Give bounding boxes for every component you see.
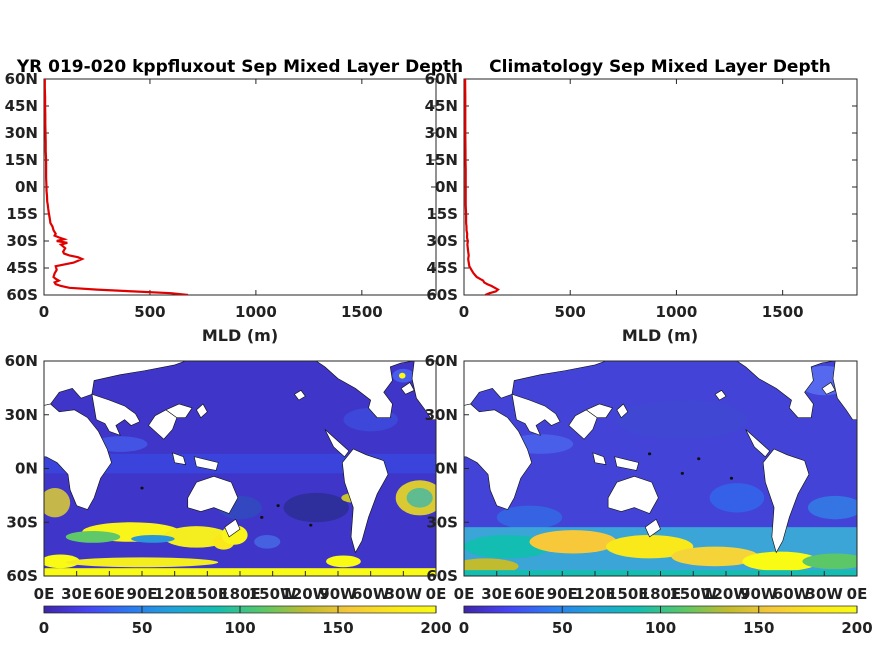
line-panel-left: YR 019-020 kppfluxout Sep Mixed Layer De… <box>5 57 464 345</box>
x-tick-label: 30W <box>806 585 844 603</box>
x-tick-label: 1500 <box>762 303 804 321</box>
x-tick-label: 150E <box>187 585 229 603</box>
right-line-xlabel: MLD (m) <box>622 326 698 345</box>
y-tick-label: 30S <box>6 513 38 531</box>
y-tick-label: 30N <box>425 406 458 424</box>
x-tick-label: 120W <box>702 585 750 603</box>
left-line-x-ticks: 0 500 1000 1500 <box>39 79 383 321</box>
y-tick-label: 30S <box>6 232 38 250</box>
x-tick-label: 30E <box>481 585 512 603</box>
y-tick-label: 45S <box>426 259 458 277</box>
y-tick-label: 45S <box>6 259 38 277</box>
x-tick-label: 150E <box>607 585 649 603</box>
x-tick-label: 1000 <box>656 303 698 321</box>
y-tick-label: 60S <box>426 567 458 585</box>
left-map-field <box>44 361 436 576</box>
y-tick-label: 60S <box>6 567 38 585</box>
x-tick-label: 0E <box>847 585 868 603</box>
y-tick-label: 60N <box>425 352 458 370</box>
x-tick-label: 180E <box>219 585 261 603</box>
x-tick-label: 90E <box>547 585 578 603</box>
right-line-axes <box>463 78 858 296</box>
y-tick-label: 0N <box>435 460 458 478</box>
right-map-field <box>464 361 857 576</box>
left-colorbar-ticks: 0 50 100 150 200 <box>39 606 452 637</box>
x-tick-label: 0 <box>459 303 469 321</box>
y-tick-label: 30N <box>425 124 458 142</box>
colorbar-tick-label: 150 <box>743 619 774 637</box>
y-tick-label: 45N <box>5 97 38 115</box>
y-tick-label: 0N <box>15 178 38 196</box>
x-tick-label: 30W <box>385 585 423 603</box>
colorbar-tick-label: 200 <box>420 619 451 637</box>
x-tick-label: 90W <box>740 585 778 603</box>
y-tick-label: 30N <box>5 124 38 142</box>
left-map-x-ticks: 0E 30E 60E 90E120E150E180E150W120W90W60W30W… <box>34 571 447 603</box>
x-tick-label: 0E <box>454 585 475 603</box>
x-tick-label: 150W <box>249 585 297 603</box>
y-tick-label: 45N <box>425 97 458 115</box>
y-tick-label: 60S <box>426 286 458 304</box>
colorbar-tick-label: 150 <box>322 619 353 637</box>
x-tick-label: 500 <box>134 303 165 321</box>
left-line-y-ticks: 60S 45S 30S 15S 0N 15N 30N 45N 60N <box>5 70 436 304</box>
x-tick-label: 60W <box>773 585 811 603</box>
x-tick-label: 60E <box>94 585 125 603</box>
x-tick-label: 0E <box>34 585 55 603</box>
x-tick-label: 60E <box>514 585 545 603</box>
x-tick-label: 1000 <box>235 303 277 321</box>
colorbar-tick-label: 100 <box>224 619 255 637</box>
left-line-title: YR 019-020 kppfluxout Sep Mixed Layer De… <box>16 57 463 77</box>
x-tick-label: 180E <box>640 585 682 603</box>
y-tick-label: 60N <box>5 352 38 370</box>
y-tick-label: 30N <box>5 406 38 424</box>
left-line-series <box>44 79 189 295</box>
right-line-x-ticks: 0 500 1000 1500 <box>459 79 804 321</box>
x-tick-label: 0 <box>39 303 49 321</box>
colorbar-tick-label: 0 <box>39 619 49 637</box>
y-tick-label: 0N <box>15 460 38 478</box>
right-line-title: Climatology Sep Mixed Layer Depth <box>489 57 831 77</box>
colorbar-tick-label: 50 <box>552 619 573 637</box>
right-map-y-ticks: 60S 30S 0N 30N 60N <box>425 352 469 585</box>
x-tick-label: 120W <box>281 585 329 603</box>
right-colorbar-ticks: 0 50 100 150 200 <box>459 606 873 637</box>
colorbar-tick-label: 200 <box>841 619 872 637</box>
y-tick-label: 60N <box>425 70 458 88</box>
x-tick-label: 120E <box>154 585 196 603</box>
right-line-series <box>464 79 500 295</box>
x-tick-label: 150W <box>669 585 717 603</box>
right-map-x-ticks: 0E 30E 60E 90E120E150E180E150W120W90W60W30W… <box>454 571 868 603</box>
y-tick-label: 60N <box>5 70 38 88</box>
x-tick-label: 30E <box>61 585 92 603</box>
y-tick-label: 0N <box>435 178 458 196</box>
x-tick-label: 90W <box>319 585 357 603</box>
x-tick-label: 120E <box>574 585 616 603</box>
left-line-axes <box>43 78 437 296</box>
y-tick-label: 30S <box>426 513 458 531</box>
y-tick-label: 15S <box>6 205 38 223</box>
y-tick-label: 15S <box>426 205 458 223</box>
y-tick-label: 30S <box>426 232 458 250</box>
x-tick-label: 500 <box>555 303 586 321</box>
left-map-y-ticks: 60S 30S 0N 30N 60N <box>5 352 49 585</box>
y-tick-label: 15N <box>425 151 458 169</box>
y-tick-label: 15N <box>5 151 38 169</box>
colorbar-tick-label: 0 <box>459 619 469 637</box>
y-tick-label: 60S <box>6 286 38 304</box>
colorbar-tick-label: 50 <box>132 619 153 637</box>
x-tick-label: 0E <box>426 585 447 603</box>
left-line-xlabel: MLD (m) <box>202 326 278 345</box>
x-tick-label: 90E <box>126 585 157 603</box>
line-panel-right: Climatology Sep Mixed Layer Depth 60S 45S… <box>425 57 858 345</box>
x-tick-label: 1500 <box>341 303 383 321</box>
colorbar-tick-label: 100 <box>645 619 676 637</box>
right-line-y-ticks: 60S 45S 30S 15S 0N 15N 30N 45N 60N <box>425 70 857 304</box>
x-tick-label: 60W <box>352 585 390 603</box>
